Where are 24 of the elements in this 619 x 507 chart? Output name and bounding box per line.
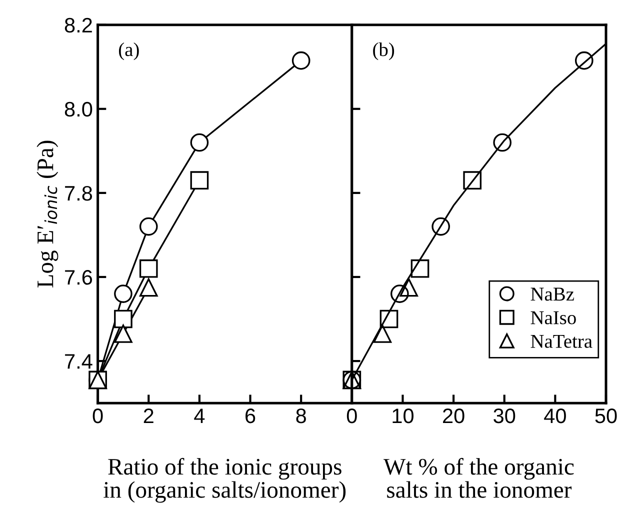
text: (a) <box>118 42 139 60</box>
legend-label: NaBz <box>530 288 574 301</box>
x-tick-label: 0 <box>92 408 103 424</box>
y-tick-label: 7.8 <box>65 186 92 201</box>
text: (b) <box>373 42 394 60</box>
x-tick-label: 0 <box>346 408 357 424</box>
x-axis-title: Wt % of the organic salts in the ionomer <box>383 458 574 498</box>
x-tick-label: 10 <box>392 408 414 424</box>
x-tick-label: 50 <box>595 408 617 424</box>
x-tick-label: 40 <box>544 408 566 424</box>
x-tick-label: 4 <box>194 408 205 424</box>
y-tick-label: 8.2 <box>64 18 92 33</box>
legend-label: NaIso <box>530 311 576 324</box>
x-tick-label: 30 <box>494 408 516 424</box>
legend-label: NaTetra <box>530 334 592 348</box>
x-tick-label: 6 <box>246 408 256 424</box>
x-tick-label: 2 <box>144 408 154 424</box>
x-axis-title: Ratio of the ionic groups in (organic salts/ionomer) <box>104 458 346 503</box>
y-tick-label: 8.0 <box>64 102 92 117</box>
y-axis-title: Log E′$_{ionic}$ (Pa) <box>36 140 58 288</box>
y-tick-label: 7.4 <box>65 354 92 369</box>
y-tick-label: 7.6 <box>65 270 92 285</box>
x-tick-label: 20 <box>443 408 464 424</box>
x-tick-label: 8 <box>296 408 306 424</box>
